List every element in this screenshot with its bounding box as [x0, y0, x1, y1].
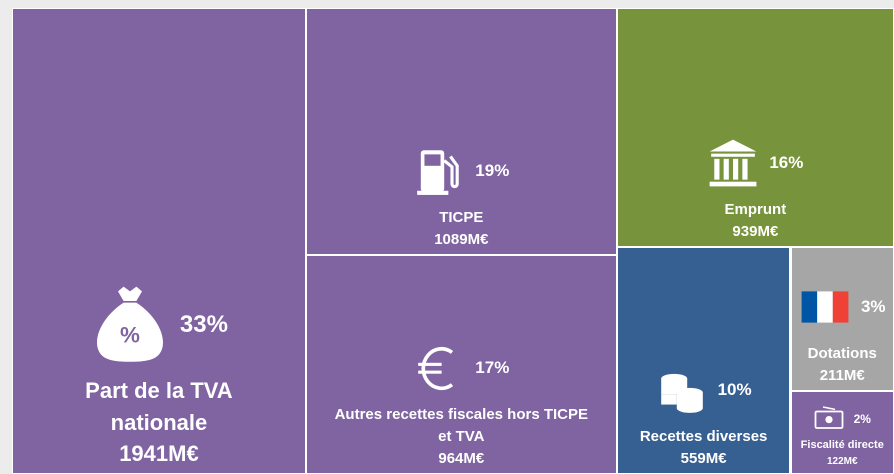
value-label: 939M€ — [732, 222, 779, 240]
share-label: 17% — [475, 358, 510, 378]
value-label: 964M€ — [438, 449, 485, 467]
tile: 10% Recettes diverses 559M€ — [616, 246, 791, 474]
share-label: 10% — [717, 380, 752, 400]
share-label: 19% — [475, 161, 510, 181]
category-label: Emprunt — [724, 201, 787, 219]
icon-row: % 33% — [90, 285, 228, 365]
value-label: 1941M€ — [119, 441, 199, 466]
tile: % 33% Part de la TVA nationale 1941M€ — [12, 8, 306, 474]
share-label: 16% — [769, 153, 804, 173]
tile: 16% Emprunt 939M€ — [616, 8, 894, 247]
icon-row: 2% — [814, 404, 871, 434]
icon — [801, 291, 849, 323]
tile: 3% Dotations 211M€ — [790, 246, 894, 391]
category-label: Part de la TVA nationale — [85, 378, 233, 436]
category-label: TICPE — [439, 209, 484, 227]
category-label: Dotations — [807, 345, 877, 363]
category-label: Autres recettes fiscales hors TICPE et T… — [334, 406, 589, 446]
icon — [417, 150, 460, 196]
icon — [660, 374, 703, 414]
tile: 19% TICPE 1089M€ — [305, 8, 617, 256]
icon-row: 16% — [707, 137, 803, 189]
value-label: 211M€ — [819, 366, 865, 384]
tile: 17% Autres recettes fiscales hors TICPE e… — [305, 255, 617, 474]
value-label: 122M€ — [826, 455, 858, 467]
value-label: 559M€ — [680, 449, 727, 467]
share-label: 33% — [179, 311, 228, 339]
svg-text:%: % — [120, 323, 140, 348]
icon — [709, 139, 757, 187]
share-label: 2% — [853, 412, 871, 427]
icon-row: 17% — [413, 342, 509, 394]
icon-row: 3% — [799, 281, 886, 333]
icon — [418, 347, 454, 391]
icon-row: 10% — [656, 364, 752, 416]
share-label: 3% — [860, 297, 886, 317]
tile: 2% Fiscalité directe 122M€ — [790, 390, 894, 474]
icon — [814, 406, 843, 429]
value-label: 1089M€ — [434, 231, 489, 249]
treemap: % 33% Part de la TVA nationale 1941M€ 19% TIC… — [12, 8, 894, 474]
category-label: Recettes diverses — [639, 428, 768, 446]
icon: % — [96, 286, 163, 363]
icon-row: 19% — [413, 145, 509, 197]
category-label: Fiscalité directe — [800, 439, 884, 452]
